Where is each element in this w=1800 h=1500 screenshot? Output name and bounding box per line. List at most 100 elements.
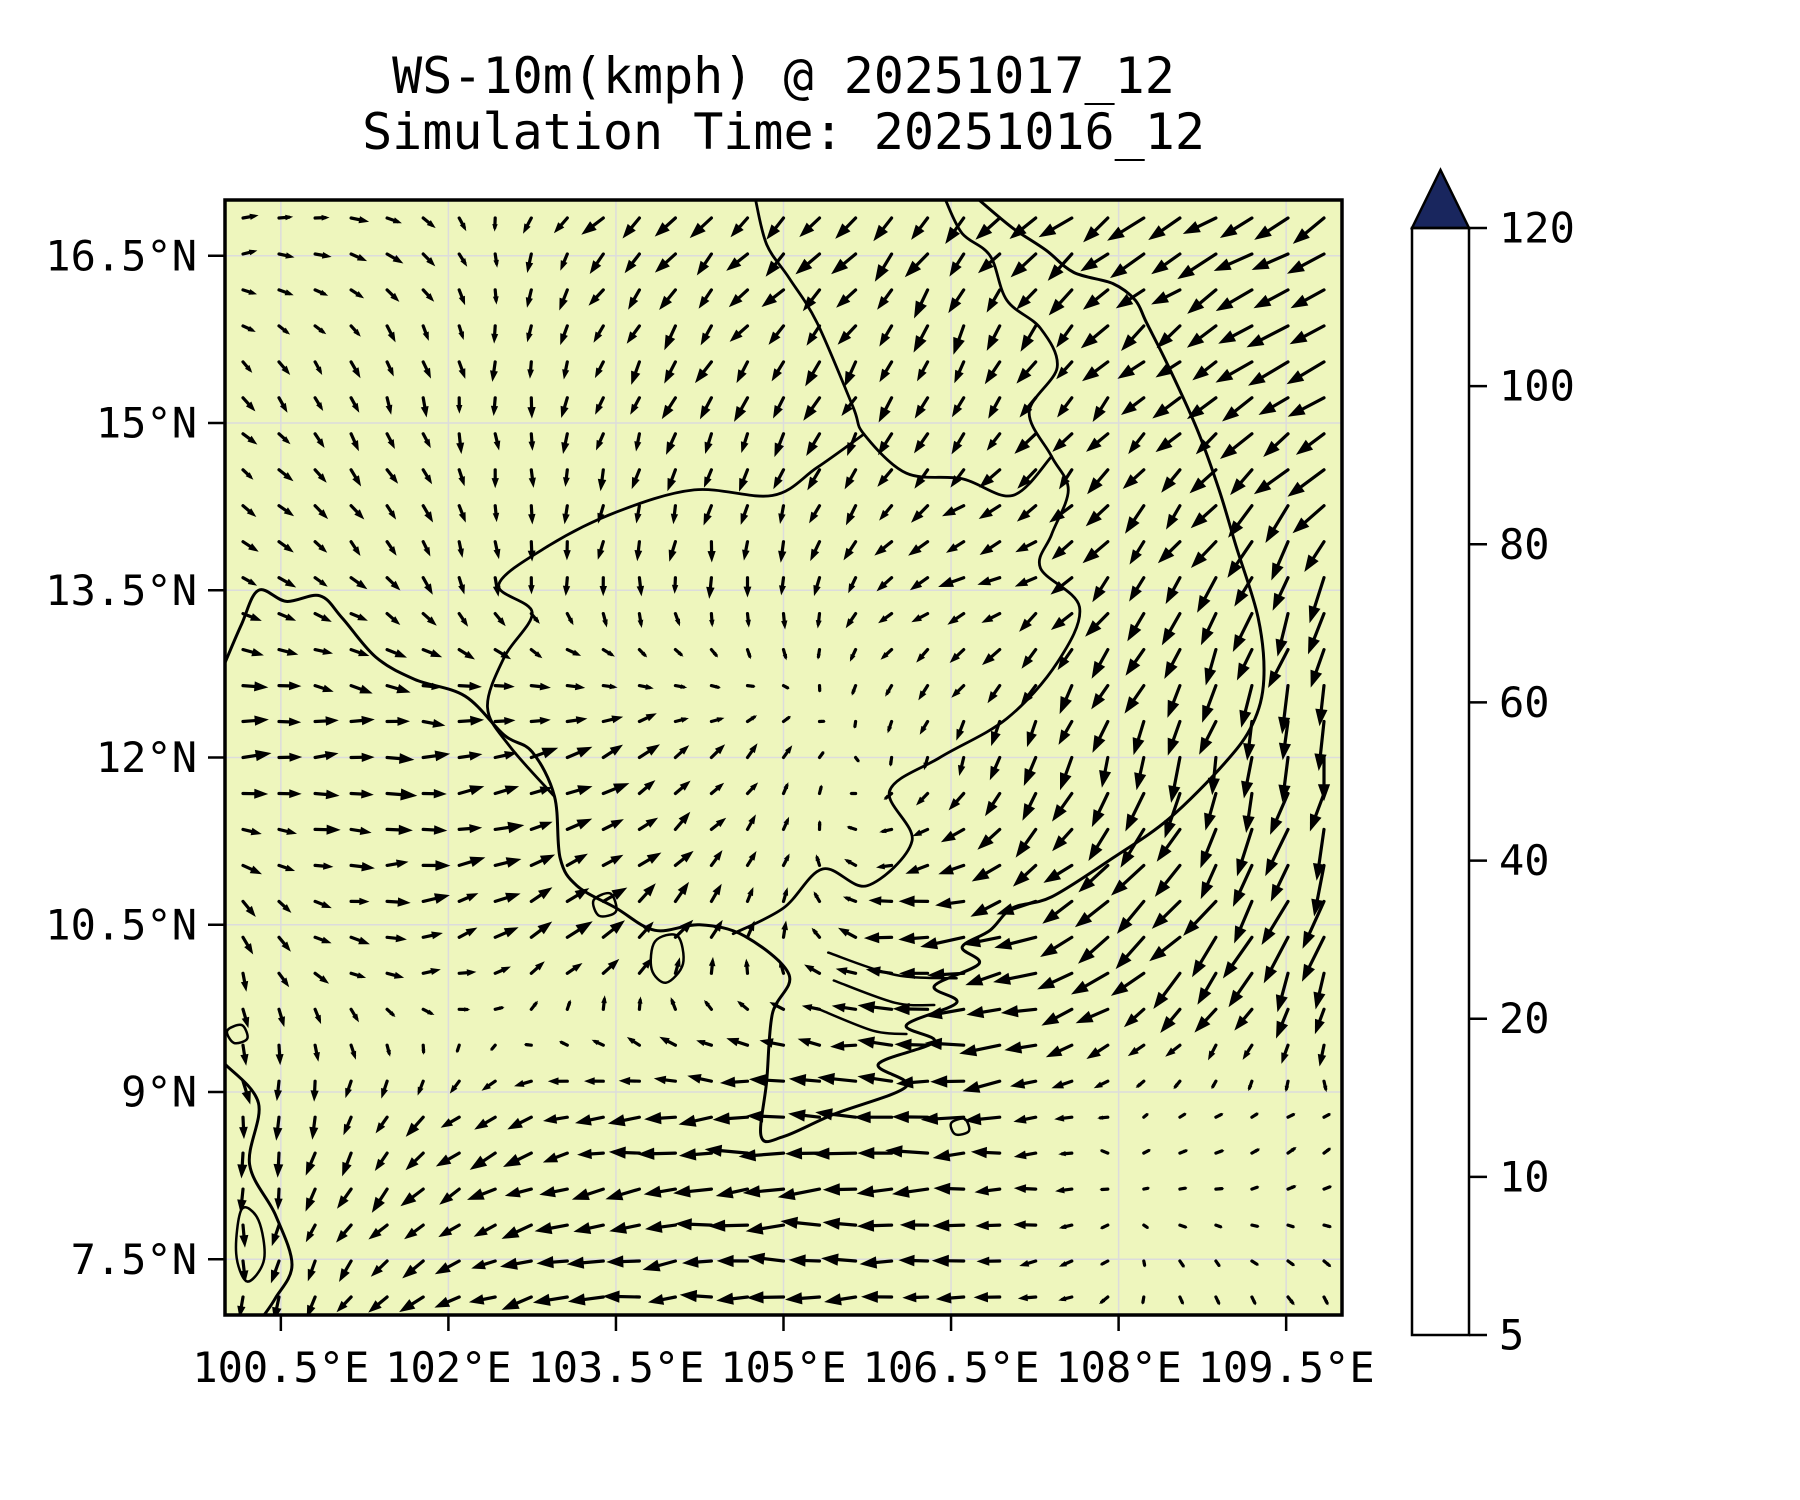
wind-arrow-head bbox=[390, 580, 401, 591]
wind-arrow-head bbox=[914, 300, 927, 319]
wind-arrow-head bbox=[1190, 512, 1208, 529]
wind-arrow-head bbox=[948, 798, 961, 811]
wind-arrow-head bbox=[321, 252, 332, 259]
wind-arrow-head bbox=[280, 977, 290, 988]
wind-arrow-head bbox=[927, 968, 945, 981]
wind-arrow-head bbox=[1135, 1082, 1142, 1088]
wind-arrow-head bbox=[1045, 1045, 1063, 1058]
x-axis-tick-label: 109.5°E bbox=[1198, 1343, 1375, 1392]
wind-arrow-head bbox=[353, 328, 361, 337]
wind-arrow-head bbox=[504, 1186, 521, 1198]
wind-arrow-head bbox=[877, 474, 889, 487]
wind-arrow-head bbox=[634, 513, 642, 524]
wind-arrow-head bbox=[492, 296, 499, 305]
wind-arrow-head bbox=[514, 1080, 525, 1087]
wind-arrow-head bbox=[385, 404, 393, 415]
wind-arrow-head bbox=[821, 1253, 839, 1266]
wind-arrow-head bbox=[251, 648, 264, 657]
wind-arrow-head bbox=[935, 897, 952, 909]
wind-arrow-head bbox=[350, 1050, 357, 1060]
wind-arrow-head bbox=[977, 576, 992, 586]
wind-arrow-head bbox=[859, 1256, 878, 1269]
wind-arrow-head bbox=[273, 1163, 284, 1178]
wind-arrow-head bbox=[597, 512, 605, 524]
wind-arrow-head bbox=[1110, 263, 1128, 279]
wind-arrow-head bbox=[356, 254, 368, 262]
wind-arrow-head bbox=[574, 853, 588, 865]
x-axis-tick-label: 103.5°E bbox=[527, 1343, 704, 1392]
wind-arrow-head bbox=[283, 507, 295, 517]
wind-arrow-head bbox=[1091, 693, 1106, 710]
wind-arrow-head bbox=[1234, 1015, 1249, 1031]
wind-arrow-head bbox=[1117, 364, 1135, 379]
wind-arrow-head bbox=[594, 367, 603, 379]
wind-arrow-head bbox=[1082, 547, 1100, 564]
wind-arrow-head bbox=[321, 936, 332, 944]
wind-arrow-head bbox=[879, 828, 887, 834]
wind-arrow-head bbox=[704, 999, 710, 1007]
wind-arrow-head bbox=[1251, 257, 1270, 270]
wind-arrow-head bbox=[310, 1090, 319, 1102]
wind-arrow-head bbox=[239, 1270, 249, 1283]
wind-arrow-head bbox=[1253, 479, 1272, 495]
wind-arrow-head bbox=[247, 326, 256, 332]
wind-arrow-head bbox=[321, 214, 330, 221]
wind-arrow-head bbox=[857, 1072, 876, 1085]
wind-arrow-head bbox=[626, 331, 638, 344]
wind-arrow-head bbox=[645, 684, 654, 690]
wind-arrow-head bbox=[1093, 1081, 1103, 1089]
wind-arrow-head bbox=[254, 681, 269, 692]
wind-arrow-head bbox=[597, 548, 605, 560]
wind-arrow-head bbox=[716, 1254, 734, 1268]
wind-arrow-head bbox=[392, 255, 404, 264]
wind-arrow-head bbox=[1013, 1220, 1026, 1230]
wind-arrow-head bbox=[387, 331, 396, 343]
wind-arrow-head bbox=[949, 652, 960, 663]
wind-arrow-head bbox=[1164, 820, 1176, 839]
wind-arrow-head bbox=[458, 512, 466, 523]
wind-arrow-head bbox=[1302, 930, 1316, 949]
wind-arrow-head bbox=[239, 1126, 248, 1140]
wind-arrow-head bbox=[469, 1155, 488, 1170]
wind-arrow-head bbox=[352, 546, 361, 556]
wind-arrow-head bbox=[821, 719, 826, 723]
wind-arrow-head bbox=[1092, 405, 1106, 422]
wind-arrow-head bbox=[609, 744, 623, 756]
wind-arrow-head bbox=[1026, 731, 1037, 748]
wind-arrow-head bbox=[272, 1306, 282, 1315]
wind-arrow-head bbox=[284, 289, 294, 296]
wind-arrow-head bbox=[1166, 513, 1179, 530]
wind-arrow-head bbox=[567, 1293, 586, 1306]
wind-arrow-head bbox=[1087, 477, 1103, 495]
wind-arrow-head bbox=[390, 616, 401, 625]
wind-arrow-head bbox=[988, 404, 999, 419]
wind-arrow-head bbox=[449, 1084, 458, 1094]
wind-arrow-head bbox=[856, 1219, 875, 1232]
wind-arrow-head bbox=[1078, 876, 1096, 893]
colorbar-tick-label: 5 bbox=[1499, 1311, 1524, 1360]
wind-arrow-head bbox=[573, 1222, 592, 1234]
wind-arrow-head bbox=[1261, 927, 1276, 945]
wind-arrow-head bbox=[845, 618, 854, 629]
wind-arrow-head bbox=[1290, 1224, 1296, 1228]
wind-arrow-head bbox=[643, 780, 656, 791]
wind-arrow-head bbox=[609, 920, 625, 934]
wind-arrow-head bbox=[240, 980, 249, 992]
wind-arrow-head bbox=[434, 1296, 451, 1308]
wind-arrow-head bbox=[423, 438, 431, 449]
wind-arrow-head bbox=[1037, 976, 1056, 990]
wind-arrow-head bbox=[1222, 961, 1238, 979]
wind-arrow-head bbox=[795, 258, 813, 275]
wind-arrow-head bbox=[523, 223, 531, 234]
wind-arrow-head bbox=[1207, 777, 1220, 796]
wind-arrow-head bbox=[715, 782, 725, 792]
wind-arrow-head bbox=[1052, 804, 1067, 822]
wind-arrow-head bbox=[352, 475, 362, 487]
wind-arrow-head bbox=[679, 1289, 698, 1303]
wind-arrow-head bbox=[953, 336, 965, 355]
wind-arrow-head bbox=[1129, 549, 1142, 565]
plot-subtitle: Simulation Time: 20251016_12 bbox=[362, 103, 1205, 161]
wind-arrow-head bbox=[678, 1114, 697, 1127]
wind-arrow-head bbox=[653, 1075, 667, 1085]
wind-arrow-head bbox=[503, 1154, 521, 1167]
